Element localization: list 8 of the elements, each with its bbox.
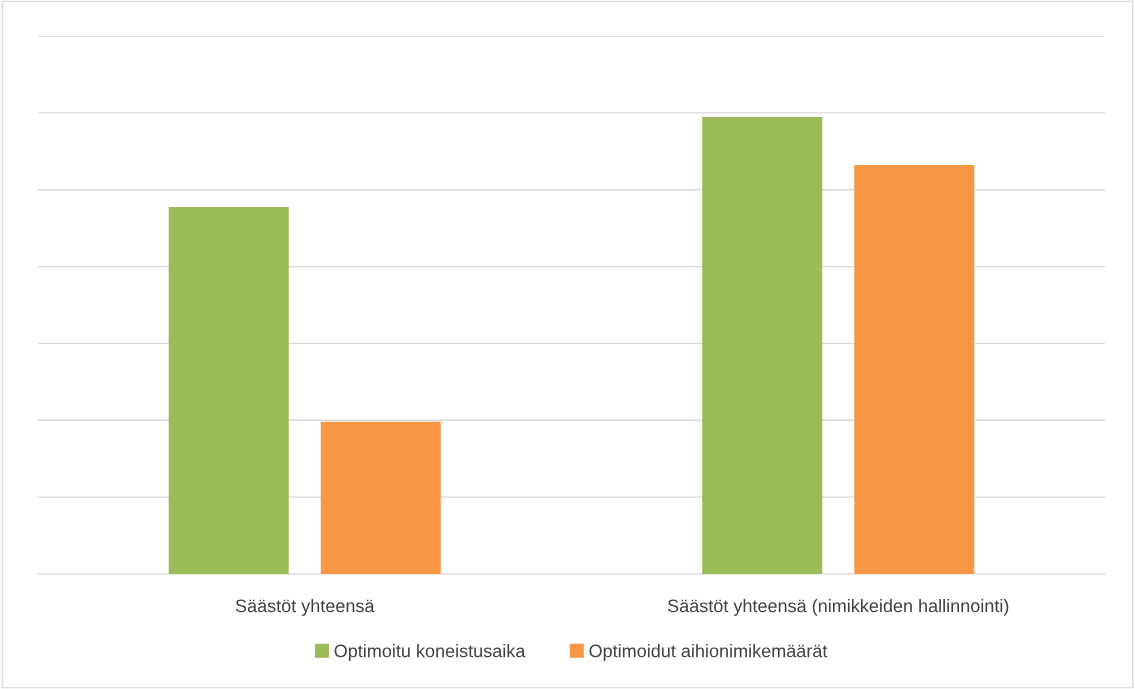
bar: [702, 117, 823, 574]
legend-label: Optimoitu koneistusaika: [334, 644, 526, 661]
bar: [320, 421, 441, 574]
legend-label: Optimoidut aihionimikemäärät: [589, 644, 828, 661]
x-tick-label: Säästöt yhteensä: [235, 599, 375, 616]
bar: [168, 207, 289, 574]
bar: [854, 164, 975, 574]
x-tick-label: Säästöt yhteensä (nimikkeiden hallinnointi): [667, 599, 1009, 616]
